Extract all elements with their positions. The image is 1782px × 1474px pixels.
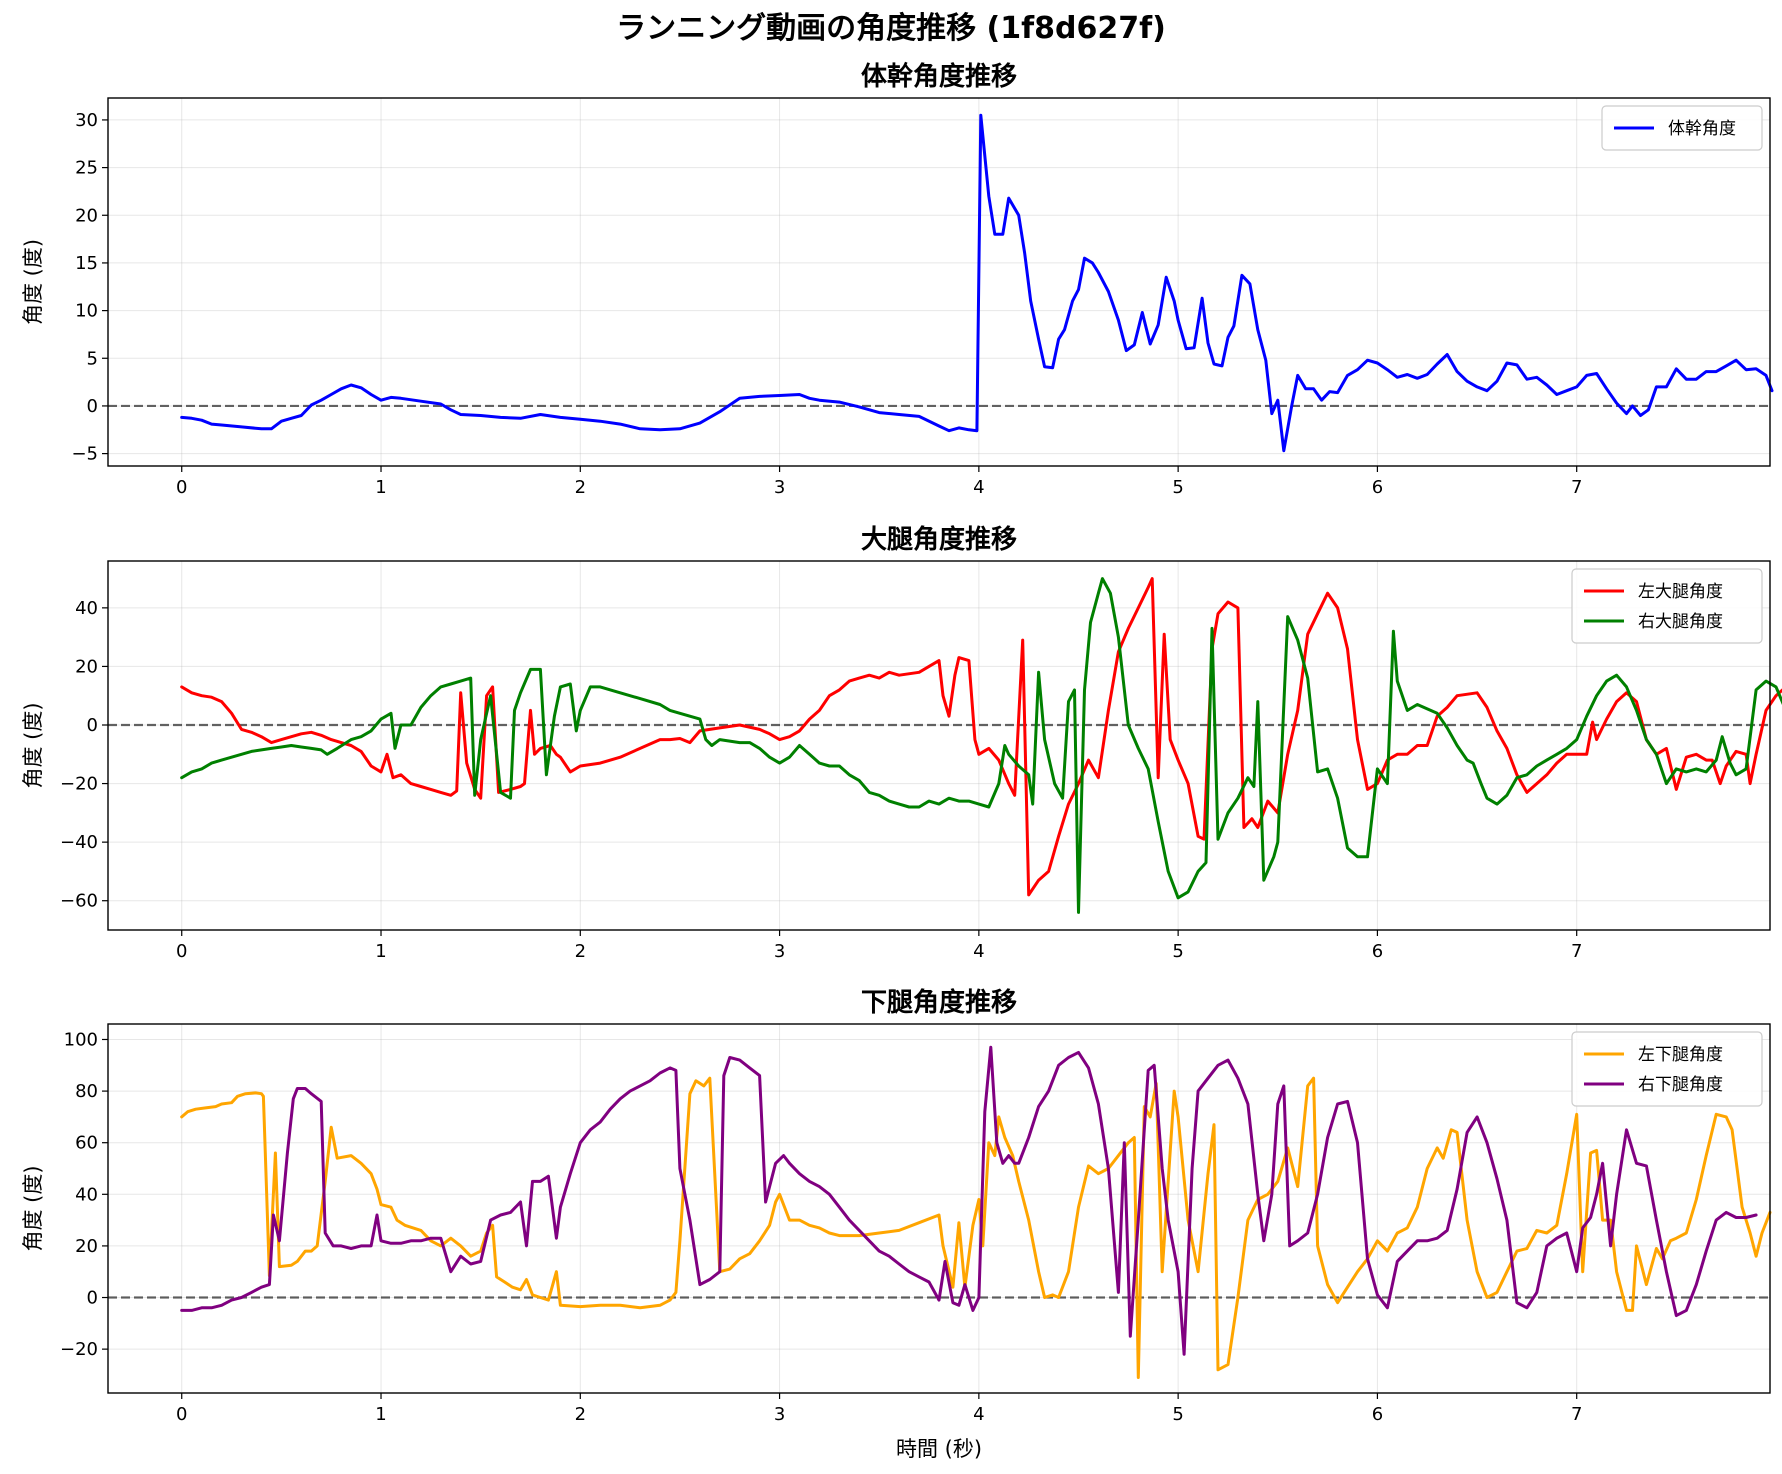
- y-tick-label: 10: [75, 301, 98, 322]
- x-tick-label: 4: [973, 941, 984, 962]
- y-tick-label: 30: [75, 110, 98, 131]
- legend-box: [1601, 105, 1763, 151]
- x-tick-label: 3: [774, 1404, 785, 1425]
- legend: 体幹角度: [1601, 105, 1763, 151]
- y-tick-label: 40: [75, 1184, 98, 1205]
- y-tick-label: 0: [87, 396, 98, 417]
- legend-box: [1571, 1031, 1763, 1107]
- y-tick-label: 5: [87, 348, 98, 369]
- series-line-1: [180, 1076, 1772, 1379]
- y-tick-label: 20: [75, 205, 98, 226]
- y-tick-label: −40: [60, 832, 98, 853]
- y-tick-label: 15: [75, 253, 98, 274]
- plot-frame: [107, 97, 1771, 467]
- x-tick-label: 1: [375, 941, 386, 962]
- chart-title: 体幹角度推移: [861, 61, 1017, 92]
- y-tick-label: −20: [60, 774, 98, 795]
- x-tick-label: 3: [774, 477, 785, 498]
- series-line-1: [180, 113, 1774, 453]
- y-tick-label: 25: [75, 158, 98, 179]
- y-axis-label: 角度 (度): [21, 239, 45, 325]
- x-tick-label: 7: [1571, 477, 1582, 498]
- series-line-1: [180, 577, 1782, 897]
- legend-label: 右大腿角度: [1638, 612, 1723, 632]
- legend-label: 左下腿角度: [1638, 1045, 1723, 1065]
- x-tick-label: 6: [1372, 941, 1383, 962]
- chart-panel-1: 体幹角度推移 0 1 2 3 4 5 6 7 −5 0 5 10 15 20 25 30 角度 (度) 体幹角度: [21, 61, 1774, 498]
- y-tick-label: 0: [87, 1288, 98, 1309]
- chart-panel-3: 下腿角度推移 0 1 2 3 4 5 6 7 −20 0 20 40 60 80 100 角度 (度) 左下腿角度…: [21, 987, 1772, 1425]
- y-tick-label: 80: [75, 1081, 98, 1102]
- legend-label: 右下腿角度: [1638, 1075, 1723, 1095]
- chart-title: 大腿角度推移: [861, 524, 1017, 555]
- x-tick-label: 2: [575, 941, 586, 962]
- y-tick-label: 60: [75, 1133, 98, 1154]
- y-tick-label: 20: [75, 656, 98, 677]
- x-tick-label: 5: [1172, 1404, 1183, 1425]
- y-tick-label: 40: [75, 598, 98, 619]
- y-tick-label: 100: [64, 1029, 98, 1050]
- plot-frame: [107, 1023, 1771, 1394]
- x-tick-label: 0: [176, 477, 187, 498]
- x-tick-label: 2: [575, 1404, 586, 1425]
- y-tick-label: −5: [71, 444, 98, 465]
- figure-suptitle: ランニング動画の角度推移 (1f8d627f): [616, 11, 1166, 46]
- x-tick-label: 6: [1372, 477, 1383, 498]
- x-tick-label: 5: [1172, 941, 1183, 962]
- x-tick-label: 7: [1571, 1404, 1582, 1425]
- legend-label: 体幹角度: [1668, 118, 1736, 139]
- legend-box: [1571, 568, 1763, 644]
- x-tick-label: 7: [1571, 941, 1582, 962]
- chart-title: 下腿角度推移: [861, 987, 1017, 1018]
- y-tick-label: 0: [87, 715, 98, 736]
- x-tick-label: 1: [375, 477, 386, 498]
- y-tick-label: 20: [75, 1236, 98, 1257]
- y-tick-label: −20: [60, 1339, 98, 1360]
- plot-frame: [107, 560, 1771, 931]
- x-axis-label: 時間 (秒): [896, 1437, 982, 1461]
- chart-panel-2: 大腿角度推移 0 1 2 3 4 5 6 7 −60 −40 −20 0 20 40 角度 (度) 左大腿角度右…: [21, 524, 1782, 962]
- y-axis-label: 角度 (度): [21, 1165, 45, 1251]
- x-tick-label: 6: [1372, 1404, 1383, 1425]
- x-tick-label: 4: [973, 1404, 984, 1425]
- legend-label: 左大腿角度: [1638, 582, 1723, 602]
- y-axis-label: 角度 (度): [21, 702, 45, 788]
- x-tick-label: 3: [774, 941, 785, 962]
- x-tick-label: 5: [1172, 477, 1183, 498]
- x-tick-label: 0: [176, 1404, 187, 1425]
- series-line-2: [180, 1045, 1758, 1356]
- x-tick-label: 4: [973, 477, 984, 498]
- y-tick-label: −60: [60, 891, 98, 912]
- x-tick-label: 1: [375, 1404, 386, 1425]
- series-line-2: [180, 577, 1782, 914]
- x-tick-label: 0: [176, 941, 187, 962]
- x-tick-label: 2: [575, 477, 586, 498]
